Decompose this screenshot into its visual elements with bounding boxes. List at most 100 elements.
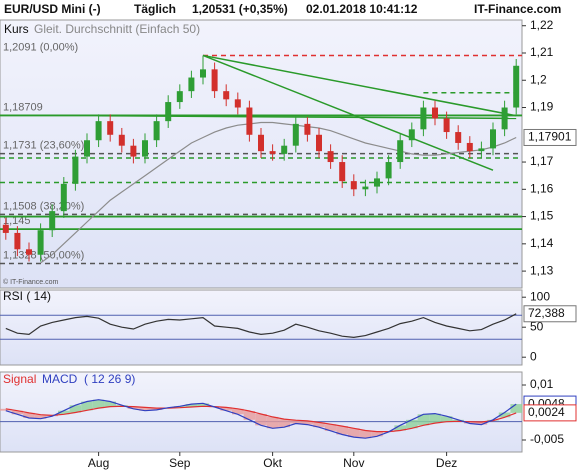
candle-body [60, 183, 67, 212]
macd-band [104, 401, 116, 407]
trend-line [202, 54, 517, 117]
candle-body [26, 249, 32, 255]
legend-entry: Gleit. Durchschnitt (Einfach 50) [34, 22, 200, 36]
macd-band [417, 414, 430, 426]
x-tick-label: Dez [436, 456, 457, 470]
candle-body [49, 211, 56, 231]
legend-entry: Signal [3, 372, 36, 386]
y-tick-label: 0,01 [530, 377, 554, 391]
x-tick-label: Nov [343, 456, 364, 470]
x-tick-label: Aug [88, 456, 109, 470]
macd-band [243, 411, 256, 420]
y-tick-label: 1,15 [530, 209, 554, 223]
macd-band [313, 422, 325, 428]
x-tick-label: Okt [263, 456, 282, 470]
price: 1,20531 (+0,35%) [192, 2, 288, 16]
candle-body [513, 65, 520, 108]
macd-panel [0, 371, 523, 453]
macd-band [220, 407, 232, 411]
line-series [5, 399, 517, 439]
panel-title: RSI ( 14) [3, 289, 51, 303]
macd-band [464, 421, 476, 424]
timestamp: 02.01.2018 10:41:12 [306, 2, 418, 16]
candle-body [142, 140, 148, 157]
candle-body [466, 142, 473, 152]
line-series [5, 405, 517, 433]
candle-body [350, 181, 357, 190]
copyright: © IT-Finance.com [3, 278, 59, 286]
y-tick-label: 0 [530, 349, 537, 363]
y-tick-label: 1,16 [530, 181, 554, 195]
macd-band [139, 407, 151, 411]
macd-band [34, 414, 47, 419]
candle-body [37, 230, 44, 255]
x-tick-label: Sep [169, 456, 191, 470]
y-tick-label: 50 [530, 319, 544, 333]
y-tick-label: 100 [530, 289, 550, 303]
macd-band [23, 412, 35, 419]
macd-band [69, 405, 82, 413]
macd-band [475, 422, 488, 425]
candle-body [374, 178, 380, 187]
candle-body [316, 134, 322, 152]
candle-body [223, 91, 230, 100]
y-tick-label: 1,2 [530, 72, 547, 86]
macd-band [185, 404, 198, 408]
macd-band [371, 431, 383, 437]
trend-line [202, 54, 494, 171]
level-label: 1,145 [3, 215, 31, 227]
candle-body [304, 123, 311, 135]
y-tick-label: 1,17 [530, 154, 554, 168]
candle-body [455, 132, 462, 143]
macd-band [232, 408, 244, 415]
legend-entry: MACD [42, 372, 78, 386]
candle-body [165, 102, 172, 122]
value-box [523, 404, 577, 422]
candle-body [397, 140, 404, 163]
y-tick-label: 1,19 [530, 100, 554, 114]
candle-body [292, 123, 299, 146]
candle-body [362, 186, 369, 190]
source: IT-Finance.com [474, 2, 561, 16]
macd-band [429, 413, 441, 424]
level-label: 1,1508 (38,20%) [3, 200, 84, 212]
candle-body [234, 99, 241, 108]
candle-body [153, 121, 160, 141]
candle-body [501, 107, 508, 130]
macd-band [440, 416, 453, 422]
macd-band [58, 410, 70, 415]
candle-body [14, 232, 21, 250]
macd-band [348, 428, 360, 438]
candle-body [246, 107, 253, 135]
candle-body [95, 121, 102, 141]
interval: Täglich [134, 2, 176, 16]
macd-band [510, 404, 522, 413]
candle-body [385, 162, 392, 179]
line-series [40, 121, 517, 264]
value-box-label: 1,17901 [528, 130, 572, 144]
macd-band [0, 408, 12, 411]
instrument: EUR/USD Mini (-) [4, 2, 101, 16]
candle-body [339, 162, 346, 182]
candle-body [84, 140, 90, 157]
candle-body [211, 69, 218, 92]
candle-body [478, 148, 485, 152]
macd-band [150, 408, 163, 410]
y-tick-label: 1,21 [530, 45, 554, 59]
macd-band [359, 430, 372, 439]
level-label: 1,2091 (0,00%) [3, 41, 78, 53]
value-box-label: 72,388 [528, 306, 565, 320]
macd-band [290, 420, 302, 424]
macd-band [324, 424, 337, 431]
macd-band [266, 416, 279, 429]
value-box-label: 0,0024 [528, 405, 565, 419]
macd-band [406, 419, 418, 429]
candle-body [443, 118, 450, 133]
macd-band [336, 426, 348, 435]
rsi-panel [0, 289, 523, 366]
macd-band [197, 403, 209, 407]
macd-band [127, 406, 140, 409]
candle-body [490, 129, 496, 149]
legend-params: ( 12 26 9) [84, 372, 135, 386]
